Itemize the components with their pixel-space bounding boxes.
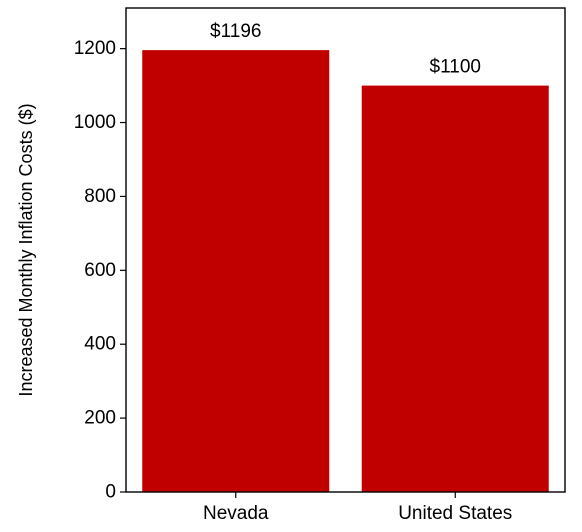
bar-data-label: $1100 — [430, 57, 481, 78]
y-tick-label: 1200 — [74, 38, 116, 59]
bar-data-label: $1196 — [210, 21, 261, 42]
x-axis-ticks: Nevada United States — [203, 492, 512, 524]
y-tick-label: 0 — [105, 482, 116, 503]
bar-united-states — [361, 85, 549, 493]
y-tick-label: 800 — [84, 186, 116, 207]
y-tick-label: 200 — [84, 408, 116, 429]
y-axis-label: Increased Monthly Inflation Costs ($) — [16, 103, 36, 396]
bars — [142, 50, 549, 493]
y-tick-label: 1000 — [74, 112, 116, 133]
plot-frame — [125, 7, 566, 493]
y-tick-label: 600 — [84, 260, 116, 281]
x-tick-label: Nevada — [203, 503, 269, 524]
y-axis-ticks: 0 200 400 600 800 1000 1200 — [74, 38, 126, 503]
y-tick-label: 400 — [84, 334, 116, 355]
bar-nevada — [142, 50, 330, 493]
x-tick-label: United States — [398, 503, 512, 524]
bar-data-labels: $1196 $1100 — [210, 21, 481, 77]
